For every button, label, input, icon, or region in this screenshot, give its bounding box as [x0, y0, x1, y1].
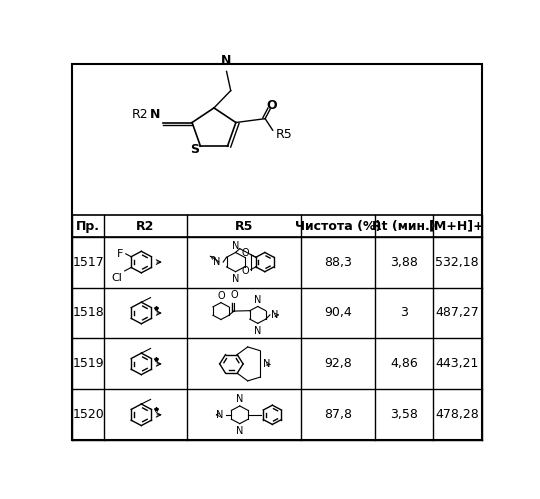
Text: 3,58: 3,58 [390, 408, 418, 421]
Text: 478,28: 478,28 [435, 408, 479, 421]
Text: 1520: 1520 [72, 408, 104, 421]
Text: O: O [242, 249, 249, 258]
Text: R5: R5 [235, 220, 253, 233]
Text: 88,3: 88,3 [325, 255, 352, 268]
Text: 3: 3 [400, 306, 408, 319]
Text: Cl: Cl [112, 273, 123, 283]
Text: 532,18: 532,18 [435, 255, 479, 268]
Text: S: S [190, 144, 199, 157]
Text: Чистота (%): Чистота (%) [295, 220, 381, 233]
Text: N: N [236, 426, 244, 436]
Text: 487,27: 487,27 [435, 306, 479, 319]
Text: 90,4: 90,4 [325, 306, 352, 319]
Text: 3,88: 3,88 [390, 255, 418, 268]
Text: N: N [213, 257, 220, 267]
Text: O: O [230, 290, 238, 300]
Text: 92,8: 92,8 [325, 357, 352, 370]
Text: 1519: 1519 [72, 357, 104, 370]
Text: O: O [242, 266, 249, 276]
Text: N: N [215, 410, 223, 420]
Text: Пр.: Пр. [76, 220, 100, 233]
Text: 1518: 1518 [72, 306, 104, 319]
Text: R5: R5 [275, 128, 292, 141]
Text: F: F [117, 249, 124, 259]
Text: 443,21: 443,21 [436, 357, 479, 370]
Text: N: N [254, 295, 261, 305]
Text: N: N [221, 54, 232, 67]
Text: 4,86: 4,86 [390, 357, 418, 370]
Text: O: O [266, 99, 277, 112]
Text: 87,8: 87,8 [324, 408, 352, 421]
Text: R2: R2 [136, 220, 154, 233]
Text: N: N [271, 310, 278, 320]
Text: N: N [263, 359, 271, 369]
Text: N: N [232, 241, 239, 250]
Text: O: O [217, 291, 225, 301]
Text: N: N [254, 326, 261, 336]
Text: Rt (мин.): Rt (мин.) [372, 220, 436, 233]
Text: R2: R2 [132, 108, 148, 121]
Text: [М+Н]+: [М+Н]+ [429, 220, 485, 233]
Text: 1517: 1517 [72, 255, 104, 268]
Text: N: N [150, 108, 161, 121]
Text: N: N [236, 394, 244, 404]
Text: N: N [232, 273, 239, 283]
